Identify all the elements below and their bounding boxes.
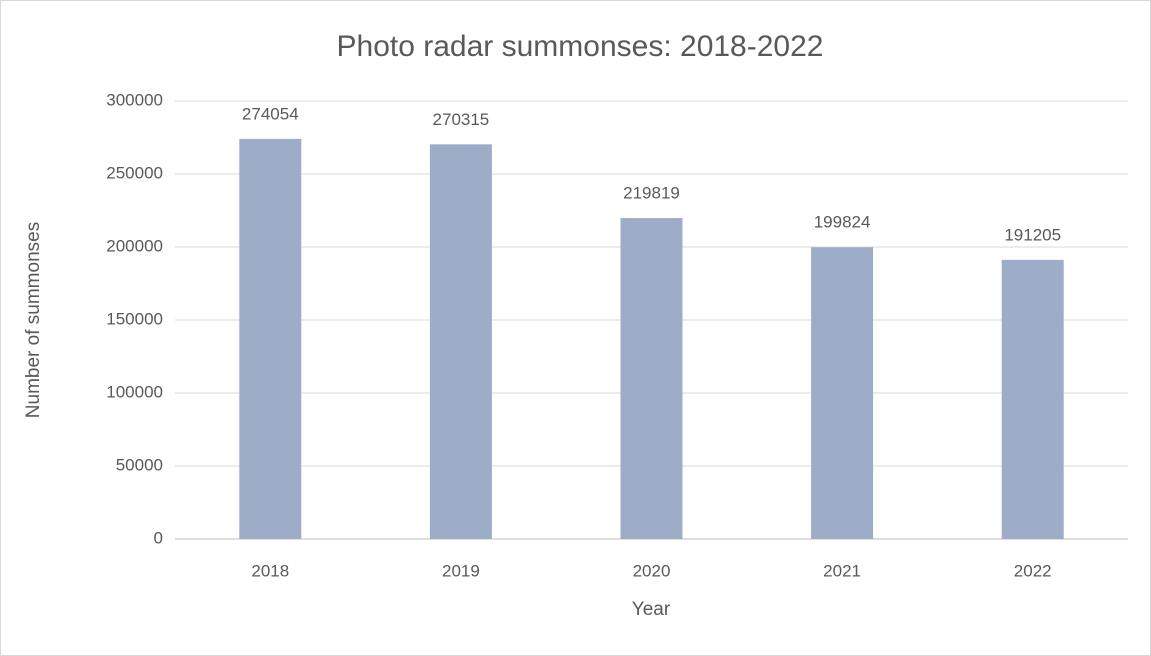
bar [1001, 259, 1064, 539]
y-tick-label: 150000 [106, 309, 163, 328]
bar [620, 218, 683, 539]
y-tick-label: 250000 [106, 163, 163, 182]
y-axis-title: Number of summonses [23, 222, 44, 418]
bar [811, 247, 874, 539]
x-tick-label: 2019 [442, 561, 480, 580]
data-label: 270315 [433, 110, 490, 129]
y-tick-label: 50000 [116, 455, 163, 474]
x-tick-label: 2018 [251, 561, 289, 580]
y-tick-label: 0 [154, 528, 163, 547]
data-label: 191205 [1004, 225, 1061, 244]
y-tick-label: 100000 [106, 382, 163, 401]
y-tick-label: 200000 [106, 236, 163, 255]
chart-title: Photo radar summonses: 2018-2022 [337, 30, 824, 63]
bar [239, 138, 302, 539]
data-label: 219819 [623, 184, 680, 203]
x-axis-title: Year [632, 599, 671, 620]
x-tick-label: 2022 [1014, 561, 1052, 580]
x-tick-label: 2020 [633, 561, 671, 580]
bar [429, 144, 492, 540]
data-label: 199824 [814, 213, 871, 232]
data-label: 274054 [242, 104, 299, 123]
x-tick-label: 2021 [823, 561, 861, 580]
y-tick-label: 300000 [106, 90, 163, 109]
